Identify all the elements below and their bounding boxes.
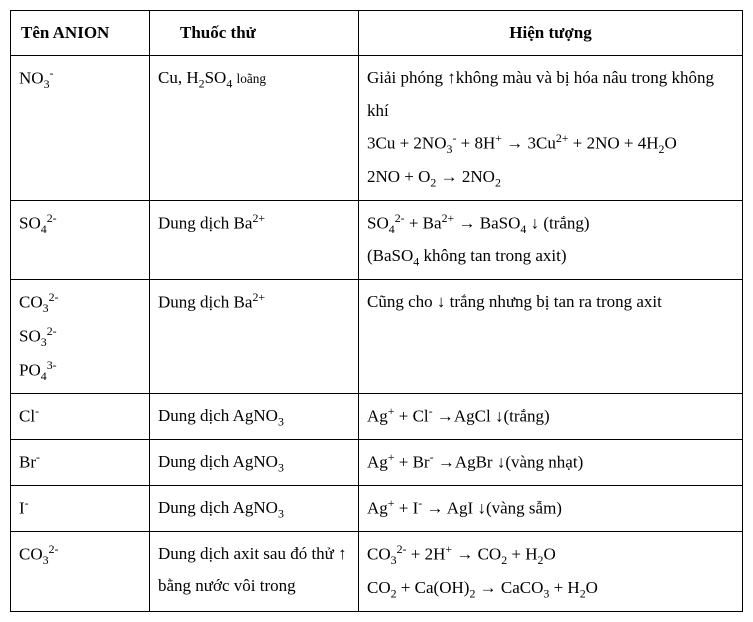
table-row: CO32-SO32-PO43-Dung dịch Ba2+Cũng cho ↓ …	[11, 280, 743, 394]
cell-phenomenon: Giải phóng ↑không màu và bị hóa nâu tron…	[359, 56, 743, 200]
cell-phenomenon: Ag+ + I- → AgI ↓(vàng sẫm)	[359, 486, 743, 532]
cell-reagent: Dung dịch Ba2+	[150, 280, 359, 394]
cell-phenomenon: CO32- + 2H+ → CO2 + H2OCO2 + Ca(OH)2 → C…	[359, 532, 743, 612]
cell-anion: CO32-SO32-PO43-	[11, 280, 150, 394]
cell-anion: Br-	[11, 440, 150, 486]
table-row: I-Dung dịch AgNO3Ag+ + I- → AgI ↓(vàng s…	[11, 486, 743, 532]
cell-phenomenon: Ag+ + Br- →AgBr ↓(vàng nhạt)	[359, 440, 743, 486]
cell-anion: CO32-	[11, 532, 150, 612]
table-row: Br-Dung dịch AgNO3Ag+ + Br- →AgBr ↓(vàng…	[11, 440, 743, 486]
header-anion: Tên ANION	[11, 11, 150, 56]
cell-reagent: Dung dịch axit sau đó thử ↑ bằng nước vô…	[150, 532, 359, 612]
table-row: SO42-Dung dịch Ba2+SO42- + Ba2+ → BaSO4 …	[11, 200, 743, 280]
cell-phenomenon: Cũng cho ↓ trắng nhưng bị tan ra trong a…	[359, 280, 743, 394]
table-row: CO32-Dung dịch axit sau đó thử ↑ bằng nư…	[11, 532, 743, 612]
cell-phenomenon: SO42- + Ba2+ → BaSO4 ↓ (trắng)(BaSO4 khô…	[359, 200, 743, 280]
cell-anion: I-	[11, 486, 150, 532]
cell-anion: SO42-	[11, 200, 150, 280]
anion-table: Tên ANION Thuốc thử Hiện tượng NO3-Cu, H…	[10, 10, 743, 612]
cell-anion: NO3-	[11, 56, 150, 200]
cell-anion: Cl-	[11, 394, 150, 440]
cell-reagent: Dung dịch AgNO3	[150, 394, 359, 440]
table-row: Cl-Dung dịch AgNO3Ag+ + Cl- →AgCl ↓(trắn…	[11, 394, 743, 440]
header-phenomenon: Hiện tượng	[359, 11, 743, 56]
cell-reagent: Dung dịch Ba2+	[150, 200, 359, 280]
table-row: NO3-Cu, H2SO4 loãngGiải phóng ↑không màu…	[11, 56, 743, 200]
cell-reagent: Dung dịch AgNO3	[150, 440, 359, 486]
cell-reagent: Cu, H2SO4 loãng	[150, 56, 359, 200]
cell-phenomenon: Ag+ + Cl- →AgCl ↓(trắng)	[359, 394, 743, 440]
header-reagent: Thuốc thử	[150, 11, 359, 56]
cell-reagent: Dung dịch AgNO3	[150, 486, 359, 532]
